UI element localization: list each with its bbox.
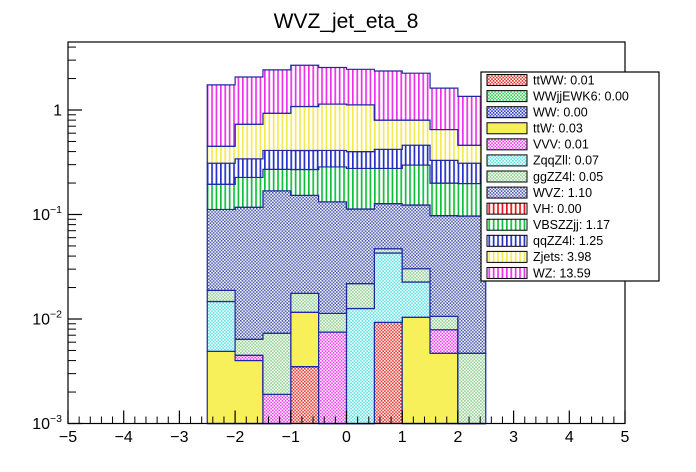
- legend-swatch-ZqqZll: [486, 154, 528, 167]
- legend-label-VVV: VVV: 0.01: [533, 138, 589, 152]
- legend-swatch-ggZZ4l: [486, 170, 528, 183]
- legend-swatch-qqZZ4l: [486, 234, 528, 247]
- x-tick-label: 1: [398, 429, 407, 446]
- legend-entry-WW: WW: 0.00: [486, 105, 588, 119]
- x-tick-label: −5: [59, 429, 77, 446]
- legend-entry-WVZ: WVZ: 1.10: [486, 186, 592, 200]
- legend-label-ttWW: ttWW: 0.01: [533, 73, 595, 87]
- legend-entry-VVV: VVV: 0.01: [486, 138, 589, 152]
- legend-swatch-VH: [486, 202, 528, 215]
- legend-swatch-VBSZZjj: [486, 218, 528, 231]
- legend-label-ggZZ4l: ggZZ4l: 0.05: [533, 170, 603, 184]
- legend-entry-qqZZ4l: qqZZ4l: 1.25: [486, 234, 603, 248]
- legend-swatch-WVZ: [486, 186, 528, 199]
- legend-label-WVZ: WVZ: 1.10: [533, 186, 592, 200]
- legend-label-WWjjEWK6: WWjjEWK6: 0.00: [533, 89, 629, 103]
- legend-swatch-ttWW: [486, 74, 528, 87]
- x-tick-label: 4: [565, 429, 574, 446]
- legend-entry-ZqqZll: ZqqZll: 0.07: [486, 154, 599, 168]
- legend-swatch-WW: [486, 106, 528, 119]
- legend-label-qqZZ4l: qqZZ4l: 1.25: [533, 234, 603, 248]
- y-tick-label: 10−3: [32, 413, 62, 433]
- legend-label-WW: WW: 0.00: [533, 105, 588, 119]
- legend-swatch-WWjjEWK6: [486, 90, 528, 103]
- legend-swatch-ttW: [486, 122, 528, 135]
- legend-label-ZqqZll: ZqqZll: 0.07: [533, 154, 599, 168]
- legend-entry-VBSZZjj: VBSZZjj: 1.17: [486, 218, 610, 232]
- legend-entry-ggZZ4l: ggZZ4l: 0.05: [486, 170, 603, 184]
- x-tick-label: 2: [453, 429, 462, 446]
- legend-label-VH: VH: 0.00: [533, 202, 582, 216]
- legend-entry-WZ: WZ: 13.59: [486, 266, 591, 280]
- x-tick-label: −4: [115, 429, 133, 446]
- legend-label-WZ: WZ: 13.59: [533, 266, 591, 280]
- legend: ttWW: 0.01 WWjjEWK6: 0.00 WW: 0.00 ttW: 0.0…: [480, 71, 660, 282]
- legend-swatch-WZ: [486, 266, 528, 279]
- legend-label-VBSZZjj: VBSZZjj: 1.17: [533, 218, 610, 232]
- legend-label-Zjets: Zjets: 3.98: [533, 250, 591, 264]
- x-tick-label: 3: [509, 429, 518, 446]
- x-tick-label: 0: [342, 429, 351, 446]
- histogram-stack: [206, 64, 487, 425]
- legend-swatch-Zjets: [486, 250, 528, 263]
- legend-entry-VH: VH: 0.00: [486, 202, 582, 216]
- legend-entry-WWjjEWK6: WWjjEWK6: 0.00: [486, 89, 629, 103]
- legend-swatch-VVV: [486, 138, 528, 151]
- legend-entry-ttW: ttW: 0.03: [486, 122, 583, 136]
- x-tick-label: 5: [621, 429, 630, 446]
- legend-label-ttW: ttW: 0.03: [533, 122, 583, 136]
- x-tick-label: −1: [282, 429, 300, 446]
- plot-title: WVZ_jet_eta_8: [274, 10, 419, 33]
- x-tick-label: −3: [170, 429, 188, 446]
- y-tick-label: 10−2: [32, 309, 62, 329]
- y-tick-label: 1: [53, 103, 62, 120]
- y-tick-label: 10−1: [32, 204, 62, 224]
- legend-entry-ttWW: ttWW: 0.01: [486, 73, 595, 87]
- axes: −5 −4 −3 −2 −1 0 1 2 3 4 5 1 10−1 10−2 10−3: [32, 46, 630, 446]
- legend-entry-Zjets: Zjets: 3.98: [486, 250, 591, 264]
- x-tick-label: −2: [226, 429, 244, 446]
